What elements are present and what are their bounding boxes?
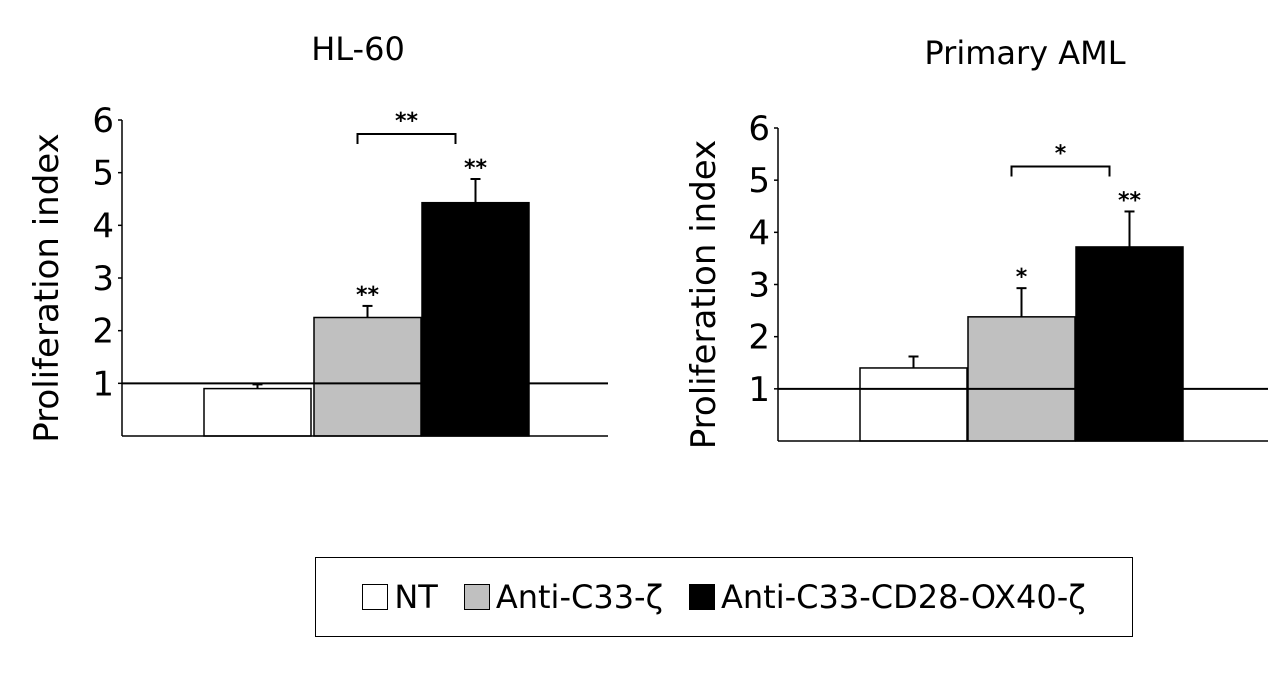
y-tick-label: 4 xyxy=(92,206,114,246)
bar xyxy=(859,367,968,442)
legend-label-anti-c33-zeta: Anti-C33-ζ xyxy=(495,578,663,616)
bar xyxy=(967,316,1076,442)
bar-annotation: ** xyxy=(356,283,380,308)
bar xyxy=(1075,246,1184,442)
panel-hl60: HL-60 Proliferation index ** ** 1 2 3 4 5 6 ** xyxy=(27,30,608,443)
bar xyxy=(313,316,422,437)
y-tick-label: 6 xyxy=(92,101,114,141)
y-axis-label: Proliferation index xyxy=(684,140,724,450)
y-axis-label: Proliferation index xyxy=(27,133,67,443)
y-tick-label: 1 xyxy=(748,370,770,410)
legend-label-anti-c33-cd28-ox40-zeta: Anti-C33-CD28-OX40-ζ xyxy=(721,578,1086,616)
legend: NT Anti-C33-ζ Anti-C33-CD28-OX40-ζ xyxy=(315,557,1133,637)
legend-item-anti-c33-cd28-ox40-zeta: Anti-C33-CD28-OX40-ζ xyxy=(689,578,1086,616)
legend-item-nt: NT xyxy=(362,578,438,616)
chart-title: HL-60 xyxy=(311,30,405,68)
bar xyxy=(421,201,530,437)
bar-annotation: ** xyxy=(1118,188,1142,213)
legend-item-anti-c33-zeta: Anti-C33-ζ xyxy=(463,578,663,616)
significance-bracket xyxy=(1010,165,1111,177)
significance-bracket xyxy=(356,132,457,144)
chart-title: Primary AML xyxy=(924,34,1125,72)
y-tick-label: 4 xyxy=(748,213,770,253)
y-tick-label: 3 xyxy=(748,266,770,306)
bracket-label: * xyxy=(1055,141,1067,166)
legend-swatch-nt xyxy=(362,584,389,610)
y-tick-label: 2 xyxy=(92,312,114,352)
bracket-label: ** xyxy=(395,109,419,134)
y-tick-label: 1 xyxy=(92,364,114,404)
bar xyxy=(203,387,312,437)
y-tick-label: 5 xyxy=(748,161,770,201)
y-tick-label: 3 xyxy=(92,259,114,299)
y-tick-label: 2 xyxy=(748,318,770,358)
legend-swatch-anti-c33-zeta xyxy=(463,584,490,610)
legend-swatch-anti-c33-cd28-ox40-zeta xyxy=(689,584,715,610)
y-tick-label: 5 xyxy=(92,154,114,194)
bar-annotation: * xyxy=(1016,265,1028,290)
legend-label-nt: NT xyxy=(394,578,438,616)
y-tick-label: 6 xyxy=(748,109,770,149)
bar-annotation: ** xyxy=(464,156,488,181)
